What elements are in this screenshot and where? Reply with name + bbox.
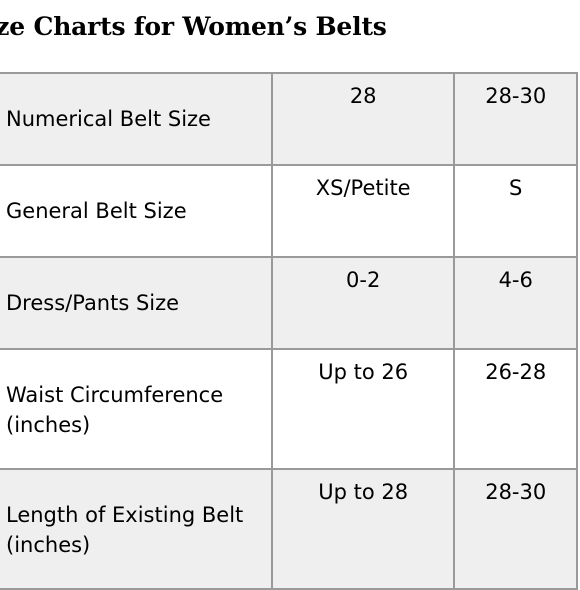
table-cell: 4-6 [453,256,578,350]
table-cell: 28-30 [453,468,578,590]
table-row-numerical-belt-size: Numerical Belt Size 28 28-30 [0,72,578,166]
page-title: ize Charts for Women’s Belts [0,12,387,41]
row-label-text: Waist Circumference [6,383,224,407]
row-label-text: Length of Existing Belt [6,503,244,527]
table-row-length-of-existing-belt: Length of Existing Belt (inches) Up to 2… [0,468,578,590]
row-label-text: Dress/Pants Size [6,291,180,315]
table-cell: Up to 26 [270,348,456,470]
belt-size-table: Numerical Belt Size 28 28-30 General Bel… [0,72,578,590]
table-cell: S [453,164,578,258]
table-cell: 26-28 [453,348,578,470]
table-row-waist-circumference: Waist Circumference (inches) Up to 26 26… [0,348,578,470]
row-label: Numerical Belt Size [0,72,273,166]
table-cell: XS/Petite [270,164,456,258]
row-label: Length of Existing Belt (inches) [0,468,273,590]
row-label: Dress/Pants Size [0,256,273,350]
table-cell: 28 [270,72,456,166]
row-label: General Belt Size [0,164,273,258]
table-cell: 28-30 [453,72,578,166]
table-cell: 0-2 [270,256,456,350]
row-label: Waist Circumference (inches) [0,348,273,470]
row-label-unit: (inches) [6,413,91,437]
table-row-general-belt-size: General Belt Size XS/Petite S [0,164,578,258]
row-label-unit: (inches) [6,533,91,557]
table-row-dress-pants-size: Dress/Pants Size 0-2 4-6 [0,256,578,350]
table-cell: Up to 28 [270,468,456,590]
row-label-text: Numerical Belt Size [6,107,211,131]
row-label-text: General Belt Size [6,199,187,223]
